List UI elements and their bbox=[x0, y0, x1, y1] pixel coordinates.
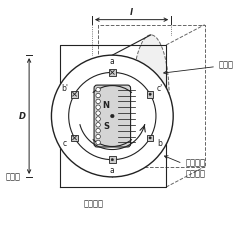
Circle shape bbox=[52, 55, 173, 177]
Circle shape bbox=[111, 158, 114, 161]
Circle shape bbox=[96, 140, 100, 145]
Text: l: l bbox=[130, 8, 133, 17]
Circle shape bbox=[96, 99, 100, 104]
FancyBboxPatch shape bbox=[109, 69, 116, 76]
Text: 界磁
巻線: 界磁 巻線 bbox=[151, 96, 161, 116]
Text: 回転子: 回転子 bbox=[6, 173, 21, 181]
Circle shape bbox=[96, 117, 100, 121]
FancyBboxPatch shape bbox=[147, 135, 154, 141]
FancyBboxPatch shape bbox=[94, 85, 130, 147]
FancyBboxPatch shape bbox=[71, 91, 78, 98]
Text: 固定子: 固定子 bbox=[164, 61, 234, 74]
Text: D: D bbox=[18, 111, 26, 121]
Text: b': b' bbox=[61, 84, 68, 93]
FancyBboxPatch shape bbox=[147, 91, 154, 98]
Circle shape bbox=[149, 93, 151, 95]
Text: b: b bbox=[157, 139, 162, 148]
Circle shape bbox=[96, 128, 100, 133]
Circle shape bbox=[69, 72, 156, 160]
Text: N: N bbox=[103, 101, 110, 110]
Circle shape bbox=[96, 134, 100, 139]
Circle shape bbox=[96, 123, 100, 127]
Circle shape bbox=[96, 105, 100, 109]
FancyBboxPatch shape bbox=[109, 156, 116, 163]
Text: a: a bbox=[110, 57, 115, 66]
Text: 電機巻線
（導体）: 電機巻線 （導体） bbox=[164, 156, 205, 179]
Text: S: S bbox=[103, 122, 109, 131]
Circle shape bbox=[96, 111, 100, 115]
Circle shape bbox=[96, 93, 100, 98]
Circle shape bbox=[96, 87, 100, 92]
Text: c': c' bbox=[157, 84, 163, 93]
Text: 回転方向: 回転方向 bbox=[84, 200, 104, 209]
Text: a: a bbox=[110, 166, 115, 175]
Text: c: c bbox=[63, 139, 67, 148]
Circle shape bbox=[110, 114, 114, 118]
Ellipse shape bbox=[132, 35, 169, 157]
FancyBboxPatch shape bbox=[71, 135, 78, 141]
Circle shape bbox=[149, 137, 151, 139]
